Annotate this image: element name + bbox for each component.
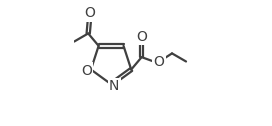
Text: N: N: [109, 79, 119, 93]
Text: O: O: [84, 6, 95, 20]
Text: O: O: [136, 30, 147, 44]
Text: O: O: [154, 55, 165, 69]
Text: O: O: [81, 64, 92, 78]
